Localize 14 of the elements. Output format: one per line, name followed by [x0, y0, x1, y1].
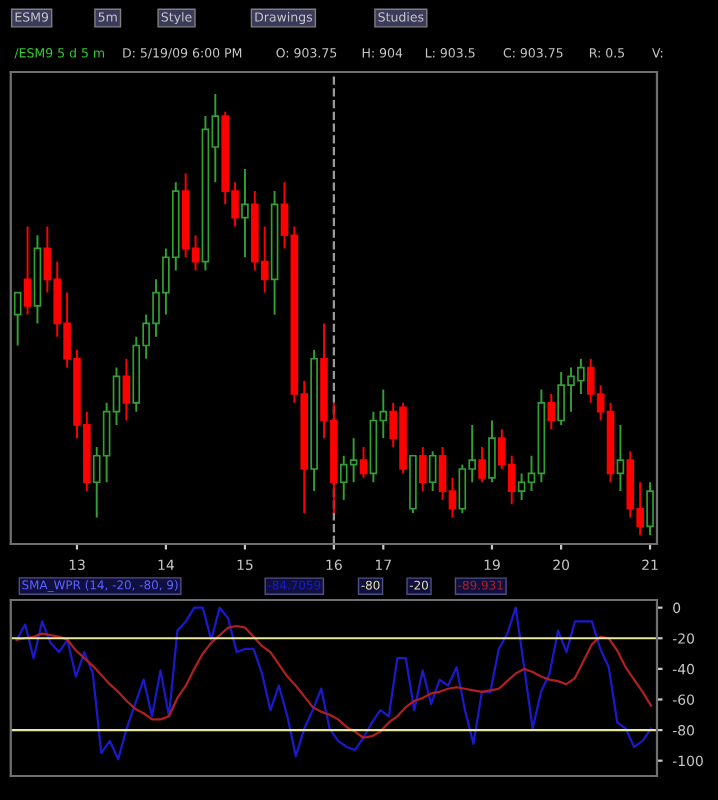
candlestick: [359, 445, 368, 479]
candlestick: [241, 168, 249, 259]
candlestick: [616, 423, 625, 493]
candlestick: [478, 445, 486, 484]
candlestick: [428, 450, 437, 493]
candlestick: [13, 291, 22, 347]
line-series: [15, 624, 653, 739]
line-series: [15, 606, 653, 761]
candlestick: [646, 481, 654, 537]
candlestick: [418, 445, 427, 493]
candlestick: [488, 419, 496, 484]
candlestick: [122, 357, 131, 422]
candlestick: [547, 393, 556, 431]
candlestick: [23, 225, 32, 316]
